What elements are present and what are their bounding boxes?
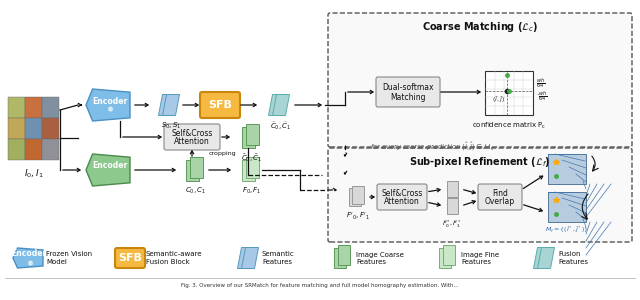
Polygon shape: [447, 198, 458, 214]
Text: $C_0, C_1$: $C_0, C_1$: [186, 185, 207, 196]
Text: Self&Cross: Self&Cross: [381, 188, 422, 197]
Polygon shape: [86, 89, 130, 121]
Polygon shape: [246, 157, 259, 178]
Text: confidence matrix $\mathrm{P_c}$: confidence matrix $\mathrm{P_c}$: [472, 121, 546, 131]
FancyBboxPatch shape: [8, 97, 25, 118]
Text: $I_0, I_1$: $I_0, I_1$: [24, 167, 44, 179]
Text: Sub-pixel Refinement ($\mathcal{L}_f$): Sub-pixel Refinement ($\mathcal{L}_f$): [409, 155, 551, 169]
Polygon shape: [338, 245, 350, 265]
Text: Self&Cross: Self&Cross: [172, 128, 212, 137]
Text: cropping: cropping: [208, 151, 236, 156]
FancyBboxPatch shape: [376, 77, 440, 107]
Text: Semantic-aware
Fusion Block: Semantic-aware Fusion Block: [146, 251, 202, 265]
Polygon shape: [538, 248, 554, 268]
Text: Encoder: Encoder: [92, 97, 127, 106]
Polygon shape: [534, 248, 550, 268]
Text: $\cdot\frac{wh}{64}$: $\cdot\frac{wh}{64}$: [536, 90, 547, 104]
Text: Fusion
Features: Fusion Features: [558, 251, 588, 265]
Polygon shape: [349, 188, 361, 206]
Text: ❅: ❅: [106, 106, 113, 115]
Polygon shape: [86, 154, 130, 186]
Text: Encoder: Encoder: [92, 161, 127, 170]
Text: Coarse Matching ($\mathcal{L}_c$): Coarse Matching ($\mathcal{L}_c$): [422, 20, 538, 34]
Text: $F'_0, F'_1$: $F'_0, F'_1$: [346, 211, 370, 222]
FancyBboxPatch shape: [200, 92, 240, 118]
Text: for every coarse prediction $(\hat{i},\hat{j}) \in \mathcal{M}_c$: for every coarse prediction $(\hat{i},\h…: [370, 141, 495, 153]
FancyBboxPatch shape: [25, 97, 42, 118]
Polygon shape: [241, 248, 259, 268]
Text: $\widehat{F}^*_0, \widehat{F}^*_1$: $\widehat{F}^*_0, \widehat{F}^*_1$: [442, 219, 461, 230]
FancyBboxPatch shape: [328, 148, 632, 242]
Text: Overlap: Overlap: [485, 197, 515, 206]
FancyBboxPatch shape: [478, 184, 522, 210]
Polygon shape: [241, 160, 255, 181]
Text: Encoder: Encoder: [12, 250, 47, 259]
Polygon shape: [273, 94, 289, 116]
Text: Image Fine
Features: Image Fine Features: [461, 251, 499, 265]
Text: Attention: Attention: [174, 137, 210, 146]
Polygon shape: [269, 94, 285, 116]
Text: Semantic
Features: Semantic Features: [262, 251, 295, 265]
FancyBboxPatch shape: [164, 124, 220, 150]
Polygon shape: [237, 248, 255, 268]
Text: Find: Find: [492, 188, 508, 197]
FancyBboxPatch shape: [115, 248, 145, 268]
Text: Frozen Vision
Model: Frozen Vision Model: [46, 251, 92, 265]
Polygon shape: [334, 248, 346, 268]
Polygon shape: [163, 94, 179, 116]
FancyBboxPatch shape: [8, 118, 25, 139]
Polygon shape: [439, 248, 451, 268]
Polygon shape: [246, 124, 259, 145]
Text: Matching: Matching: [390, 92, 426, 101]
Text: $F_0, F_1$: $F_0, F_1$: [242, 185, 262, 196]
Text: $(\hat{i},\hat{j})$: $(\hat{i},\hat{j})$: [492, 94, 504, 105]
FancyBboxPatch shape: [42, 97, 59, 118]
Polygon shape: [13, 248, 43, 268]
FancyBboxPatch shape: [377, 184, 427, 210]
FancyBboxPatch shape: [548, 192, 586, 222]
FancyBboxPatch shape: [328, 13, 632, 147]
Text: $\frac{wh}{64}$: $\frac{wh}{64}$: [536, 77, 545, 91]
Text: Fig. 3. Overview of our SRMatch for feature matching and full model homography e: Fig. 3. Overview of our SRMatch for feat…: [181, 284, 459, 289]
Text: $M_f=\{(\hat{i}^*,\hat{j}^*)\}$: $M_f=\{(\hat{i}^*,\hat{j}^*)\}$: [545, 224, 589, 235]
FancyBboxPatch shape: [42, 118, 59, 139]
FancyBboxPatch shape: [485, 71, 533, 115]
Text: $S_0, S_1$: $S_0, S_1$: [161, 121, 181, 131]
FancyBboxPatch shape: [548, 154, 586, 184]
FancyBboxPatch shape: [8, 139, 25, 160]
Polygon shape: [159, 94, 175, 116]
Text: SFB: SFB: [118, 253, 142, 263]
Polygon shape: [443, 245, 455, 265]
Text: Image Coarse
Features: Image Coarse Features: [356, 251, 404, 265]
FancyBboxPatch shape: [25, 139, 42, 160]
Polygon shape: [352, 186, 364, 204]
Text: Attention: Attention: [384, 197, 420, 206]
FancyBboxPatch shape: [25, 118, 42, 139]
Polygon shape: [241, 127, 255, 148]
Text: ❅: ❅: [26, 259, 33, 268]
FancyBboxPatch shape: [42, 139, 59, 160]
Text: $\bar{C}_0, \bar{C}_1$: $\bar{C}_0, \bar{C}_1$: [241, 152, 263, 164]
Polygon shape: [189, 157, 202, 178]
Text: Dual-softmax: Dual-softmax: [382, 82, 434, 91]
Text: $\widetilde{C}_0, \widetilde{C}_1$: $\widetilde{C}_0, \widetilde{C}_1$: [270, 121, 292, 132]
Polygon shape: [186, 160, 198, 181]
Text: SFB: SFB: [208, 100, 232, 110]
Polygon shape: [447, 181, 458, 197]
